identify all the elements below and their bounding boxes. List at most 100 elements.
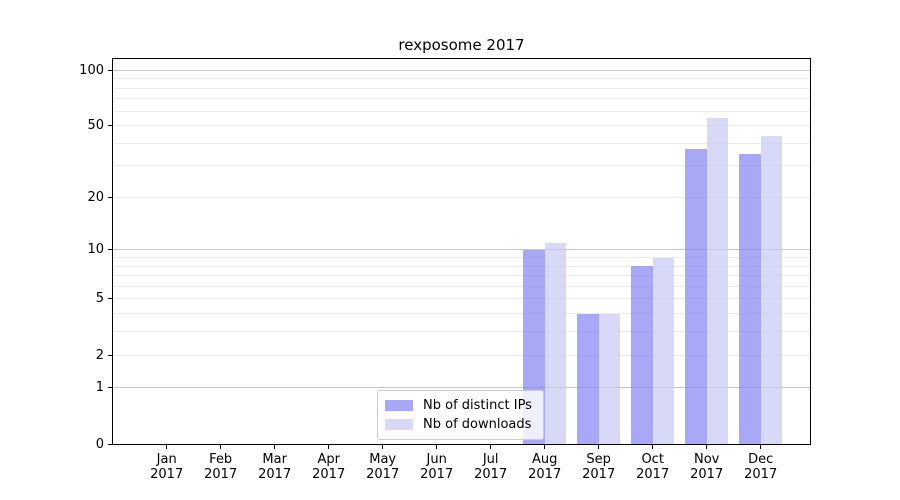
y-axis-tick-label-0: 0 <box>95 436 104 452</box>
gridline-minor-4 <box>113 313 810 315</box>
x-tick-mark-jul <box>490 445 492 449</box>
gridline-minor-2 <box>113 354 810 356</box>
gridline-minor-9 <box>113 257 810 258</box>
month-label: Jul <box>482 452 499 467</box>
gridline-minor-3 <box>113 331 810 333</box>
x-axis-tick-label-jan: Jan 2017 <box>137 452 197 482</box>
year-label: 2017 <box>420 467 454 482</box>
year-label: 2017 <box>744 467 778 482</box>
gridline-major-1 <box>113 387 810 389</box>
gridline-minor-40 <box>113 142 810 144</box>
legend-swatch-downloads <box>385 419 413 430</box>
x-tick-mark-nov <box>706 445 708 449</box>
month-label: Dec <box>748 452 774 467</box>
y-axis-tick-label-5: 5 <box>95 291 104 307</box>
x-tick-mark-oct <box>652 445 654 449</box>
x-axis-tick-label-feb: Feb 2017 <box>191 452 251 482</box>
bar-distinct-ips-dec <box>739 153 761 444</box>
year-label: 2017 <box>636 467 670 482</box>
y-tick-mark-0 <box>108 443 112 445</box>
bar-distinct-ips-sep <box>577 313 599 444</box>
gridline-minor-90 <box>113 78 810 80</box>
gridline-minor-50 <box>113 125 810 127</box>
gridline-major-10 <box>113 249 810 251</box>
y-tick-mark-100 <box>108 69 112 71</box>
year-label: 2017 <box>528 467 562 482</box>
x-axis-tick-label-dec: Dec 2017 <box>731 452 791 482</box>
x-axis-tick-label-aug: Aug 2017 <box>515 452 575 482</box>
bar-downloads-nov <box>706 117 729 444</box>
y-axis-tick-label-10: 10 <box>87 242 104 258</box>
x-tick-mark-aug <box>544 445 546 449</box>
gridline-minor-70 <box>113 98 810 100</box>
y-tick-mark-10 <box>108 249 112 251</box>
legend: Nb of distinct IPs Nb of downloads <box>377 390 544 440</box>
x-axis-tick-label-apr: Apr 2017 <box>299 452 359 482</box>
gridline-minor-30 <box>113 165 810 167</box>
year-label: 2017 <box>204 467 238 482</box>
gridline-minor-80 <box>113 87 810 89</box>
year-label: 2017 <box>150 467 184 482</box>
gridline-minor-5 <box>113 298 810 300</box>
bar-distinct-ips-nov <box>685 149 707 444</box>
gridline-minor-6 <box>113 285 810 287</box>
month-label: Oct <box>641 452 664 467</box>
legend-label-downloads: Nb of downloads <box>423 417 532 432</box>
chart-title: rexposome 2017 <box>398 36 525 54</box>
x-axis-tick-label-oct: Oct 2017 <box>623 452 683 482</box>
bar-downloads-sep <box>598 313 621 444</box>
x-axis-tick-label-jul: Jul 2017 <box>461 452 521 482</box>
month-label: Feb <box>209 452 233 467</box>
x-tick-mark-jan <box>166 445 168 449</box>
month-label: Sep <box>586 452 611 467</box>
plot-area <box>112 58 811 445</box>
gridline-major-100 <box>113 69 810 71</box>
x-tick-mark-sep <box>598 445 600 449</box>
legend-label-distinct-ips: Nb of distinct IPs <box>423 398 532 413</box>
gridline-minor-60 <box>113 110 810 112</box>
x-tick-mark-jun <box>436 445 438 449</box>
gridline-minor-8 <box>113 265 810 267</box>
y-tick-mark-2 <box>108 354 112 356</box>
month-label: Apr <box>317 452 340 467</box>
x-axis-tick-label-jun: Jun 2017 <box>407 452 467 482</box>
x-axis-tick-label-mar: Mar 2017 <box>245 452 305 482</box>
bar-downloads-dec <box>760 135 783 444</box>
legend-item-downloads: Nb of downloads <box>385 417 532 432</box>
month-label: Aug <box>531 452 558 467</box>
gridline-minor-7 <box>113 275 810 277</box>
legend-item-distinct-ips: Nb of distinct IPs <box>385 398 532 413</box>
year-label: 2017 <box>690 467 724 482</box>
x-axis-tick-label-nov: Nov 2017 <box>677 452 737 482</box>
x-tick-mark-apr <box>328 445 330 449</box>
month-label: May <box>369 452 397 467</box>
bar-downloads-oct <box>652 257 675 444</box>
y-tick-mark-20 <box>108 196 112 198</box>
year-label: 2017 <box>474 467 508 482</box>
x-tick-mark-may <box>382 445 384 449</box>
month-label: Jan <box>156 452 177 467</box>
year-label: 2017 <box>312 467 346 482</box>
month-label: Jun <box>426 452 447 467</box>
x-tick-mark-feb <box>220 445 222 449</box>
y-tick-mark-50 <box>108 125 112 127</box>
year-label: 2017 <box>258 467 292 482</box>
x-tick-mark-dec <box>760 445 762 449</box>
y-axis-tick-label-100: 100 <box>79 62 104 78</box>
bar-distinct-ips-oct <box>631 266 653 444</box>
month-label: Mar <box>262 452 287 467</box>
y-tick-mark-1 <box>108 387 112 389</box>
month-label: Nov <box>694 452 720 467</box>
y-axis-tick-label-20: 20 <box>87 189 104 205</box>
x-axis-tick-label-may: May 2017 <box>353 452 413 482</box>
bar-downloads-aug <box>544 242 567 444</box>
legend-swatch-distinct-ips <box>385 400 413 411</box>
x-tick-mark-mar <box>274 445 276 449</box>
gridline-minor-20 <box>113 196 810 198</box>
y-axis-tick-label-50: 50 <box>87 118 104 134</box>
y-axis-tick-label-2: 2 <box>95 347 104 363</box>
x-axis-tick-label-sep: Sep 2017 <box>569 452 629 482</box>
y-axis-tick-label-1: 1 <box>95 380 104 396</box>
y-tick-mark-5 <box>108 298 112 300</box>
